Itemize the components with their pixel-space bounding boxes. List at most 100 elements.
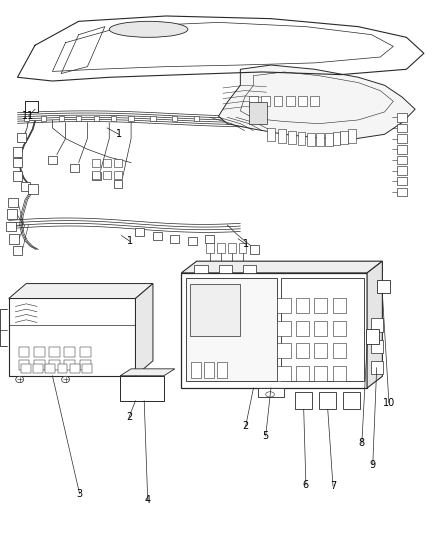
Bar xyxy=(65,347,75,357)
Text: 8: 8 xyxy=(359,439,365,448)
Bar xyxy=(348,130,356,143)
Bar xyxy=(371,318,383,332)
Bar xyxy=(314,321,327,336)
Bar xyxy=(274,96,282,106)
Bar xyxy=(249,96,258,106)
Bar xyxy=(307,133,315,147)
Text: 2: 2 xyxy=(243,422,249,431)
Bar xyxy=(371,361,383,374)
Bar xyxy=(397,145,407,154)
Bar xyxy=(6,222,16,231)
Bar xyxy=(80,360,91,370)
Text: 5: 5 xyxy=(263,431,269,441)
Bar xyxy=(194,265,208,273)
Bar xyxy=(114,171,122,179)
Bar xyxy=(17,133,26,142)
Bar xyxy=(296,321,309,336)
Bar xyxy=(59,116,64,121)
Bar xyxy=(333,343,346,358)
Bar xyxy=(397,113,407,122)
Bar xyxy=(298,96,307,106)
Polygon shape xyxy=(367,261,382,388)
Bar xyxy=(70,164,79,172)
Bar xyxy=(18,347,29,357)
Bar xyxy=(314,343,327,358)
Bar xyxy=(49,360,60,370)
Bar xyxy=(103,159,111,166)
Bar xyxy=(80,347,91,357)
Bar xyxy=(218,265,232,273)
Bar xyxy=(24,116,29,121)
Text: 3: 3 xyxy=(76,489,83,498)
Bar xyxy=(217,243,225,253)
Bar xyxy=(204,362,214,378)
Bar xyxy=(76,116,81,121)
Text: 6: 6 xyxy=(303,480,309,490)
Bar xyxy=(190,284,240,336)
Bar xyxy=(49,347,60,357)
Bar xyxy=(371,340,383,353)
Polygon shape xyxy=(181,261,382,273)
Bar xyxy=(153,231,162,239)
Bar xyxy=(92,172,101,180)
Polygon shape xyxy=(218,65,415,140)
Bar xyxy=(267,128,275,141)
Text: 1: 1 xyxy=(127,237,133,246)
Bar xyxy=(34,347,45,357)
Bar xyxy=(82,364,92,373)
Polygon shape xyxy=(9,284,153,298)
Bar xyxy=(278,130,286,143)
Bar xyxy=(261,96,270,106)
Bar xyxy=(377,280,390,293)
Ellipse shape xyxy=(266,392,274,397)
Bar xyxy=(120,376,164,401)
Bar xyxy=(25,101,38,112)
Bar xyxy=(92,159,100,166)
Bar xyxy=(70,364,80,373)
Bar xyxy=(205,235,214,243)
Bar xyxy=(277,366,291,381)
Bar xyxy=(25,101,38,112)
Bar xyxy=(92,171,100,179)
Bar xyxy=(258,388,284,397)
Bar xyxy=(296,366,309,381)
Bar xyxy=(217,362,227,378)
Bar xyxy=(250,245,259,254)
Bar xyxy=(188,237,197,245)
Bar xyxy=(41,116,46,121)
Bar xyxy=(8,198,18,207)
Bar xyxy=(325,133,333,147)
Bar xyxy=(150,116,156,121)
Bar xyxy=(333,298,346,313)
Bar xyxy=(45,364,55,373)
Bar xyxy=(397,134,407,143)
Bar xyxy=(135,228,144,236)
Bar xyxy=(170,235,179,243)
Bar xyxy=(277,343,291,358)
Bar xyxy=(186,278,277,381)
Text: 11: 11 xyxy=(22,111,35,121)
Text: 2: 2 xyxy=(126,413,132,422)
Text: 1: 1 xyxy=(116,130,122,139)
Bar xyxy=(65,360,75,370)
Bar xyxy=(286,96,295,106)
Bar xyxy=(277,321,291,336)
Bar xyxy=(243,265,256,273)
Bar xyxy=(298,132,305,145)
Bar xyxy=(191,362,201,378)
Bar xyxy=(288,131,296,144)
Bar xyxy=(194,116,199,121)
Bar xyxy=(239,243,246,253)
Text: 10: 10 xyxy=(383,398,395,408)
Bar xyxy=(249,102,267,124)
Bar xyxy=(181,273,367,388)
Bar xyxy=(114,180,122,188)
Text: 9: 9 xyxy=(370,460,376,470)
Bar xyxy=(281,278,364,381)
Bar xyxy=(34,360,45,370)
Bar xyxy=(94,116,99,121)
Bar xyxy=(296,298,309,313)
Bar xyxy=(314,366,327,381)
Bar xyxy=(7,209,17,219)
Bar xyxy=(397,124,407,132)
